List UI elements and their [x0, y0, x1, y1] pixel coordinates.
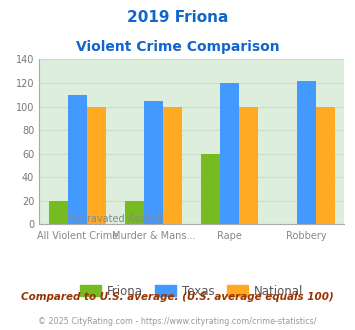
Bar [220, 83, 239, 224]
Text: Compared to U.S. average. (U.S. average equals 100): Compared to U.S. average. (U.S. average … [21, 292, 334, 302]
Bar [125, 201, 144, 224]
Bar [297, 81, 316, 224]
Legend: Friona, Texas, National: Friona, Texas, National [76, 280, 308, 302]
Text: 2019 Friona: 2019 Friona [127, 10, 228, 25]
Text: Murder & Mans...: Murder & Mans... [112, 231, 195, 241]
Bar [87, 107, 106, 224]
Bar [68, 95, 87, 224]
Text: © 2025 CityRating.com - https://www.cityrating.com/crime-statistics/: © 2025 CityRating.com - https://www.city… [38, 317, 317, 326]
Bar [49, 201, 68, 224]
Bar [239, 107, 258, 224]
Text: All Violent Crime: All Violent Crime [37, 231, 118, 241]
Text: Robbery: Robbery [286, 231, 327, 241]
Bar [201, 154, 220, 224]
Bar [163, 107, 182, 224]
Text: Rape: Rape [217, 231, 242, 241]
Bar [316, 107, 335, 224]
Bar [144, 101, 163, 224]
Text: Aggravated Assault: Aggravated Assault [67, 214, 163, 224]
Text: Violent Crime Comparison: Violent Crime Comparison [76, 40, 279, 53]
